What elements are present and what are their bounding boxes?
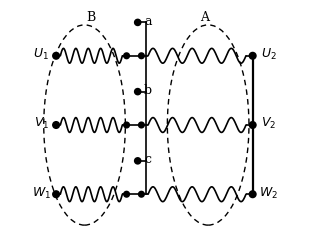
Text: c: c	[144, 153, 151, 166]
Circle shape	[53, 52, 59, 59]
Circle shape	[250, 122, 256, 128]
Text: $V_1$: $V_1$	[34, 116, 49, 131]
Circle shape	[53, 122, 59, 128]
Text: $W_1$: $W_1$	[32, 186, 51, 200]
Text: $U_2$: $U_2$	[261, 47, 277, 62]
Circle shape	[139, 192, 144, 197]
Text: $U_1$: $U_1$	[33, 47, 49, 62]
Circle shape	[124, 122, 129, 128]
Circle shape	[135, 20, 141, 25]
Circle shape	[124, 192, 129, 197]
Circle shape	[139, 53, 144, 59]
Circle shape	[250, 191, 256, 198]
Circle shape	[250, 52, 256, 59]
Circle shape	[53, 191, 59, 198]
Circle shape	[135, 89, 141, 94]
Text: A: A	[200, 11, 209, 24]
Circle shape	[139, 122, 144, 128]
Text: $V_2$: $V_2$	[261, 116, 276, 131]
Text: b: b	[144, 84, 152, 97]
Text: a: a	[144, 15, 151, 28]
Circle shape	[124, 53, 129, 59]
Text: $W_2$: $W_2$	[259, 186, 278, 200]
Circle shape	[135, 158, 141, 164]
Text: B: B	[86, 11, 95, 24]
